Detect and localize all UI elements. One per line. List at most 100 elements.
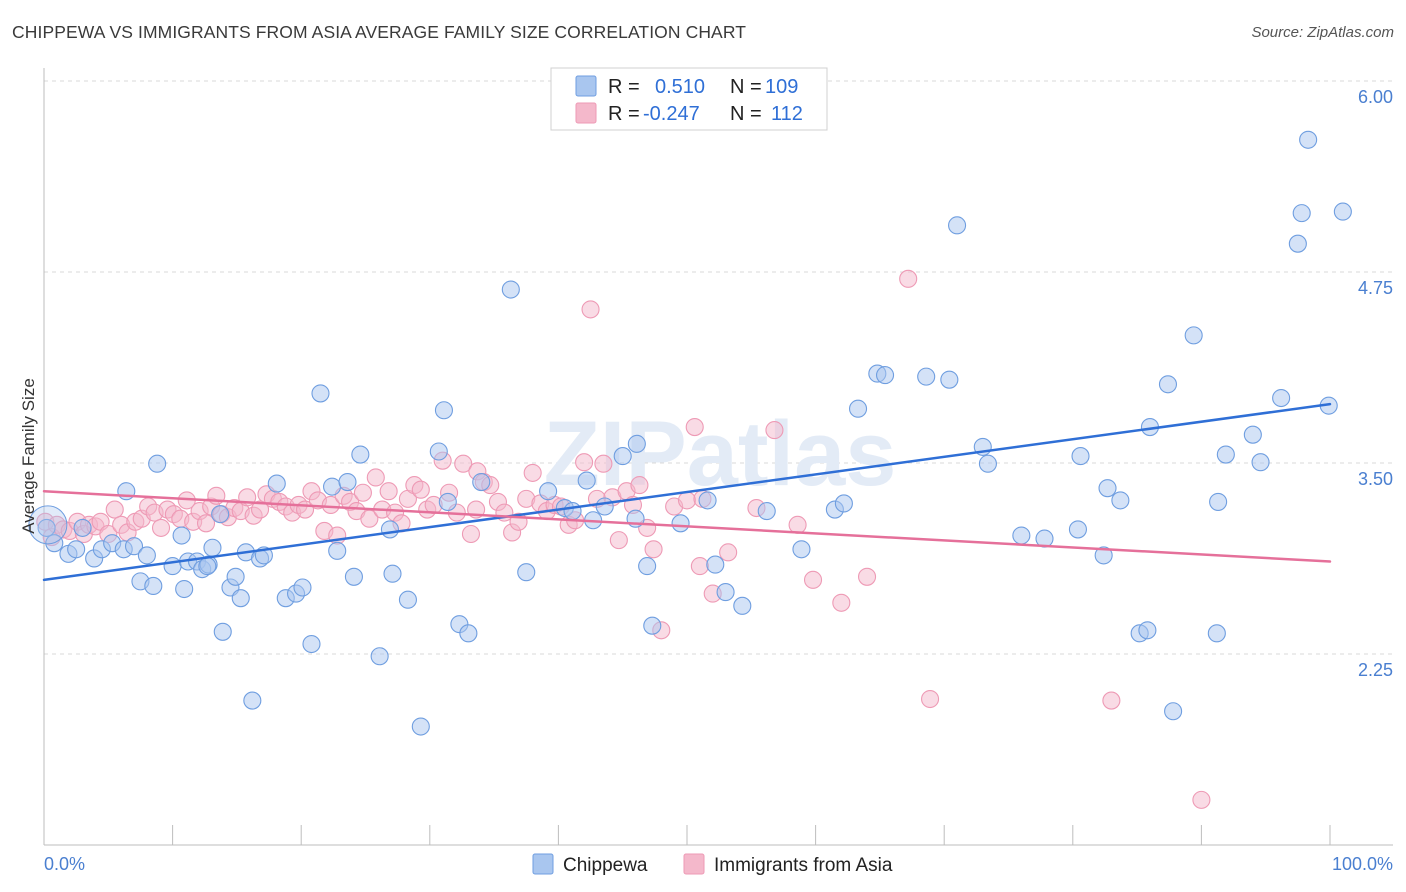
- watermark: ZIPatlas: [544, 403, 897, 505]
- chippewa-point: [434, 401, 453, 420]
- chippewa-point: [1138, 621, 1157, 640]
- chippewa-point: [144, 576, 163, 596]
- chippewa-point: [1207, 624, 1226, 643]
- chippewa-point: [1098, 479, 1117, 498]
- chippewa-point: [1111, 491, 1130, 510]
- chippewa-point: [671, 514, 690, 533]
- immigrants-point: [921, 689, 940, 709]
- chippewa-point: [1288, 234, 1307, 253]
- immigrants-point: [411, 480, 430, 499]
- y-tick-label: 2.25: [1358, 660, 1393, 680]
- chippewa-point: [124, 537, 144, 556]
- legend-r-label-1: R =: [608, 76, 640, 98]
- chippewa-point: [638, 557, 657, 576]
- chippewa-point: [175, 579, 194, 599]
- immigrants-point: [609, 531, 628, 550]
- x-tick-label-min: 0.0%: [44, 854, 85, 874]
- chippewa-point: [716, 583, 735, 602]
- chippewa-point: [311, 384, 330, 403]
- immigrants-point: [1192, 790, 1211, 809]
- chippewa-point: [834, 494, 853, 513]
- chippewa-point: [595, 497, 614, 516]
- immigrants-point: [677, 491, 697, 510]
- chippewa-point: [344, 567, 363, 586]
- immigrants-point: [1102, 691, 1121, 710]
- legend-r-value-1: 0.510: [655, 76, 705, 98]
- chippewa-point: [370, 647, 389, 666]
- chippewa-point: [501, 280, 520, 299]
- chippewa-point: [267, 474, 286, 493]
- chippewa-point: [411, 717, 430, 736]
- chippewa-point: [1164, 702, 1183, 721]
- chippewa-point: [875, 366, 895, 385]
- series-chippewa: [28, 130, 1352, 736]
- immigrants-point: [581, 300, 600, 319]
- immigrants-trend-line: [42, 489, 1332, 563]
- y-tick-label: 4.75: [1358, 278, 1393, 298]
- chippewa-point: [1068, 520, 1087, 539]
- chippewa-point: [137, 546, 156, 565]
- legend-n-value-2: 112: [771, 103, 803, 125]
- legend-n-value-1: 109: [765, 76, 798, 98]
- chippewa-point: [1243, 425, 1262, 444]
- bottom-legend-label-chippewa: Chippewa: [563, 855, 648, 876]
- chippewa-point: [978, 454, 997, 473]
- chippewa-point: [792, 540, 811, 559]
- chippewa-point: [1299, 130, 1318, 149]
- chippewa-point: [338, 473, 357, 492]
- chippewa-point: [302, 634, 321, 654]
- chippewa-point: [213, 622, 232, 641]
- chippewa-point: [613, 447, 632, 466]
- chippewa-point: [1184, 326, 1203, 345]
- legend-n-label-1: N =: [730, 76, 762, 98]
- immigrants-point: [690, 557, 709, 576]
- legend-box: [550, 67, 828, 131]
- legend-r-label-2: R =: [608, 103, 640, 125]
- chippewa-point: [698, 491, 717, 510]
- legend-swatch-immigrants: [575, 102, 597, 124]
- immigrants-point: [899, 269, 918, 288]
- legend-swatch-chippewa: [575, 75, 597, 97]
- immigrants-point: [594, 454, 613, 473]
- correlation-legend: R = 0.510 N = 109 R = -0.247 N = 112: [550, 67, 828, 131]
- immigrants-point: [803, 570, 823, 589]
- chippewa-point: [198, 557, 217, 576]
- immigrants-point: [250, 500, 270, 519]
- chippewa-point: [1158, 375, 1178, 394]
- chippewa-point: [472, 473, 491, 492]
- chippewa-point: [203, 538, 222, 557]
- chippewa-point: [172, 526, 191, 545]
- y-tick-label: 3.50: [1358, 469, 1393, 489]
- chippewa-point: [1209, 492, 1228, 511]
- axes: [43, 68, 1393, 846]
- chippewa-point: [1012, 526, 1031, 545]
- chippewa-point: [148, 454, 167, 473]
- chippewa-point: [398, 590, 417, 609]
- immigrants-point: [454, 454, 473, 473]
- y-tick-labels: 2.25 3.50 4.75 6.00: [1358, 87, 1393, 680]
- chippewa-point: [627, 434, 646, 453]
- bottom-legend-label-immigrants: Immigrants from Asia: [714, 855, 893, 876]
- chippewa-point: [243, 691, 262, 710]
- chippewa-point: [293, 578, 312, 597]
- chippewa-point: [848, 399, 868, 418]
- chippewa-trend-line: [42, 402, 1332, 582]
- chippewa-point: [706, 555, 725, 574]
- chippewa-point: [429, 442, 448, 461]
- chippewa-point: [67, 540, 86, 559]
- chippewa-point: [563, 502, 582, 521]
- chippewa-point: [73, 518, 92, 537]
- immigrants-point: [788, 515, 807, 534]
- chippewa-point-large: [28, 505, 68, 545]
- chippewa-point: [733, 596, 752, 615]
- immigrants-point: [151, 518, 171, 537]
- chippewa-point: [940, 370, 959, 389]
- chippewa-point: [37, 518, 56, 537]
- chippewa-point: [1071, 447, 1090, 466]
- immigrants-point: [379, 482, 398, 501]
- immigrants-point: [105, 500, 124, 519]
- chippewa-point: [438, 492, 457, 511]
- chippewa-point: [163, 557, 182, 576]
- chippewa-point: [211, 505, 230, 524]
- immigrants-point: [630, 476, 649, 495]
